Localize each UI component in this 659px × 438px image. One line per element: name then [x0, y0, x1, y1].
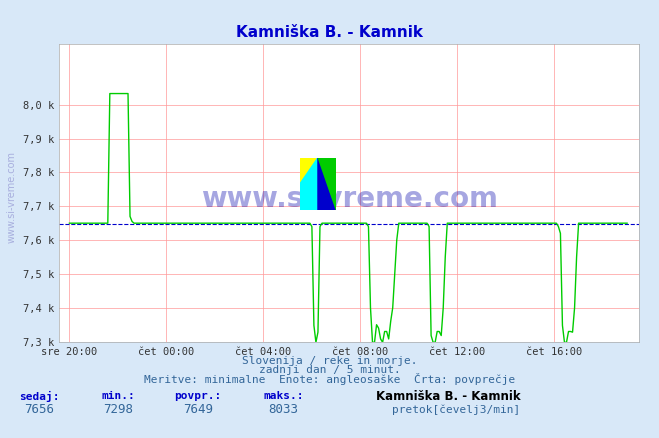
Text: www.si-vreme.com: www.si-vreme.com — [7, 151, 16, 243]
Text: povpr.:: povpr.: — [174, 392, 221, 401]
Text: min.:: min.: — [101, 392, 136, 401]
Text: 7649: 7649 — [183, 403, 213, 416]
Text: Kamniška B. - Kamnik: Kamniška B. - Kamnik — [376, 390, 520, 403]
Text: 7656: 7656 — [24, 403, 55, 416]
Polygon shape — [300, 158, 318, 184]
Polygon shape — [318, 158, 336, 210]
Polygon shape — [300, 158, 318, 210]
Text: pretok[čevelj3/min]: pretok[čevelj3/min] — [392, 404, 521, 415]
Text: zadnji dan / 5 minut.: zadnji dan / 5 minut. — [258, 365, 401, 375]
Text: 7298: 7298 — [103, 403, 134, 416]
Text: Meritve: minimalne  Enote: angleosaške  Črta: povprečje: Meritve: minimalne Enote: angleosaške Čr… — [144, 373, 515, 385]
Text: Kamniška B. - Kamnik: Kamniška B. - Kamnik — [236, 25, 423, 40]
Text: sedaj:: sedaj: — [19, 391, 60, 402]
Text: maks.:: maks.: — [263, 392, 304, 401]
Text: 8033: 8033 — [268, 403, 299, 416]
Polygon shape — [318, 158, 336, 210]
Text: Slovenija / reke in morje.: Slovenija / reke in morje. — [242, 357, 417, 366]
Text: www.si-vreme.com: www.si-vreme.com — [201, 185, 498, 213]
